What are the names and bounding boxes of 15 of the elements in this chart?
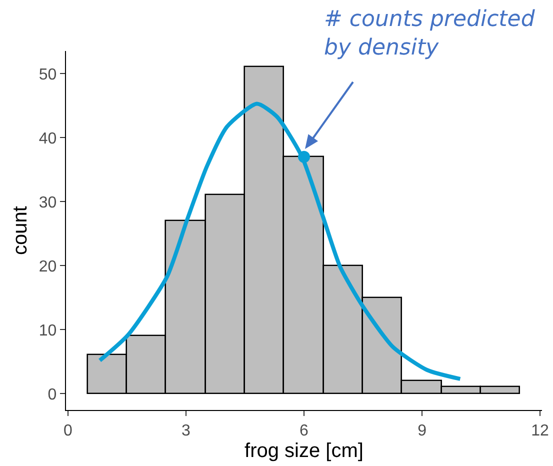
annotation: # counts predicted by density: [324, 7, 536, 61]
y-axis-title: count: [9, 206, 32, 255]
x-tick-label: 12: [531, 422, 550, 440]
y-tick-label: 30: [38, 194, 57, 212]
x-axis-title: frog size [cm]: [244, 440, 364, 462]
line-series: [98, 102, 462, 381]
x-tick-label: 0: [64, 422, 73, 440]
y-tick-label: 0: [48, 386, 57, 404]
y-tick-label: 50: [38, 66, 57, 84]
y-tick-label: 40: [38, 130, 57, 148]
x-tick-label: 6: [300, 422, 309, 440]
x-tick-label: 9: [418, 422, 427, 440]
y-tick-label: 20: [38, 258, 57, 276]
y-tick-label: 10: [38, 322, 57, 340]
x-tick-label: 3: [182, 422, 191, 440]
